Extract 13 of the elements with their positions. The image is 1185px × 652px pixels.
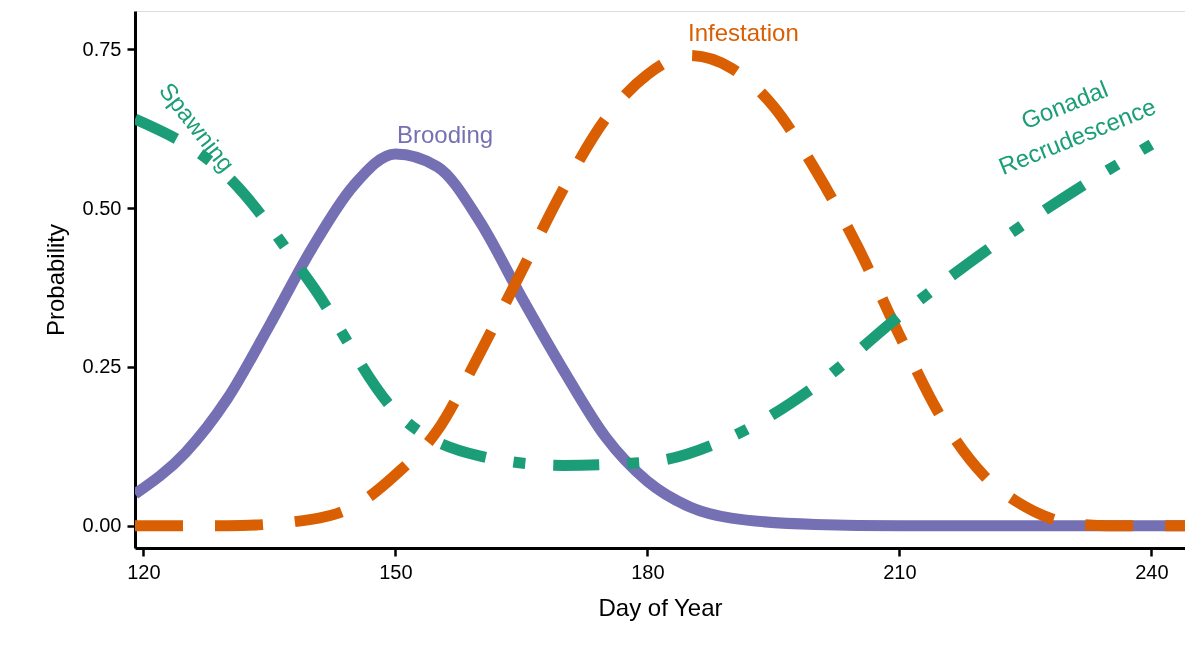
x-tick-label: 180	[631, 560, 665, 583]
series-label: Infestation	[688, 19, 799, 46]
x-tick-label: 210	[883, 560, 917, 583]
x-axis-title: Day of Year	[598, 593, 723, 621]
series-label: Brooding	[397, 121, 494, 148]
x-tick-label: 120	[127, 560, 161, 583]
y-axis-title: Probability	[41, 223, 69, 337]
y-tick-label: 0.00	[82, 514, 122, 537]
y-tick-label: 0.25	[82, 355, 122, 378]
y-tick-label: 0.50	[82, 196, 122, 219]
x-tick-label: 240	[1135, 560, 1169, 583]
x-tick-label: 150	[379, 560, 413, 583]
y-tick-label: 0.75	[82, 37, 122, 60]
